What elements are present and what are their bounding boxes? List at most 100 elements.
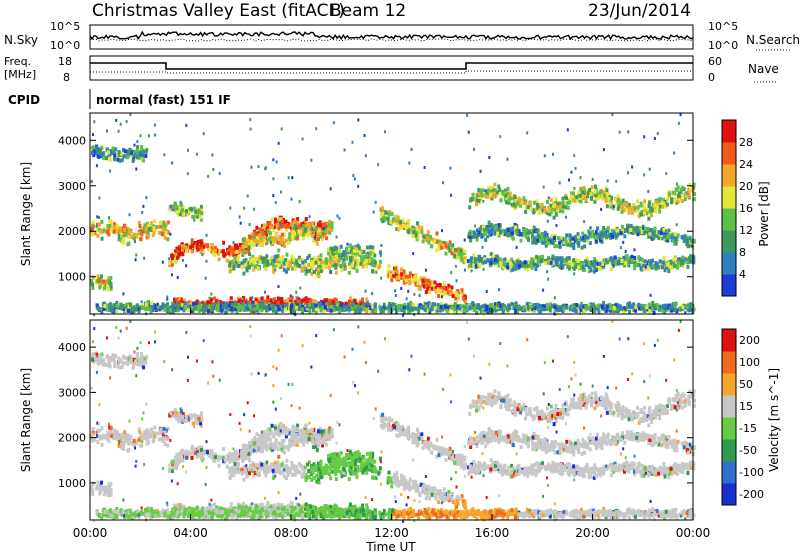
power-cell-4701	[322, 301, 326, 306]
power-cell-1820	[435, 248, 439, 253]
power-cell-2858	[525, 228, 528, 232]
power-cell-4879	[122, 147, 125, 152]
power-cell-2977	[557, 236, 560, 241]
power-cell-3502	[520, 263, 524, 268]
power-cell-84	[127, 235, 131, 240]
power-cell-4926	[92, 149, 96, 154]
power-cell-1025	[251, 238, 255, 243]
power-cell-4391	[475, 305, 479, 310]
power-cell-1809	[397, 220, 401, 225]
power-cell-2006	[402, 280, 406, 285]
power-cell-645	[339, 255, 343, 260]
power-cell-193	[105, 281, 109, 286]
power-cell-2874	[524, 233, 528, 238]
power-cell-4804	[514, 309, 518, 313]
power-cell-3692	[101, 302, 105, 307]
power-cell-2981	[536, 238, 540, 243]
power-cell-977	[302, 224, 306, 229]
power-cell-4940	[127, 150, 131, 155]
power-cell-3595	[658, 304, 662, 309]
power-cell-4322	[488, 303, 492, 308]
power-cell-1213	[354, 252, 358, 257]
power-cell-4218	[319, 307, 323, 312]
power-cell-1131	[302, 232, 305, 237]
power-cell-2997	[620, 224, 624, 229]
power-cell-1100	[311, 233, 315, 238]
power-cell-2003	[395, 276, 399, 280]
power-cell-845	[327, 265, 331, 270]
power-cell-2645	[611, 230, 614, 235]
power-cell-514	[171, 259, 175, 264]
power-cell-4515	[240, 302, 244, 307]
power-cell-3781	[117, 305, 121, 310]
power-cell-3233	[609, 256, 613, 261]
power-cell-3120	[526, 267, 530, 272]
power-cell-1135	[249, 239, 253, 244]
power-cell-4511	[198, 304, 202, 309]
power-cell-2232	[498, 187, 502, 192]
power-cell-2503	[548, 207, 552, 212]
power-cell-911	[312, 270, 316, 274]
power-cell-2353	[477, 191, 481, 196]
power-cell-4652	[548, 308, 552, 313]
power-cell-4955	[135, 148, 139, 153]
power-cell-593	[275, 223, 279, 228]
power-cell-1870	[426, 230, 430, 235]
power-cell-3345	[543, 258, 547, 263]
power-cell-3991	[466, 306, 470, 311]
power-cell-4518	[261, 305, 265, 310]
power-cell-880	[373, 263, 376, 268]
power-cell-4545	[301, 305, 305, 309]
power-cell-1065	[307, 222, 311, 227]
power-cell-2245	[477, 200, 481, 205]
power-cell-477	[170, 262, 174, 267]
power-cell-4330	[608, 302, 612, 307]
power-cell-4653	[610, 306, 613, 310]
power-cell-4914	[113, 152, 117, 157]
power-cell-921	[241, 264, 245, 269]
power-cell-2045	[428, 290, 432, 295]
power-cell-2116	[549, 197, 553, 202]
power-cell-2023	[400, 272, 404, 277]
power-cell-3394	[593, 260, 596, 265]
power-cell-4697	[614, 303, 618, 308]
power-cell-4616	[647, 302, 651, 307]
power-cell-3153	[510, 257, 514, 262]
power-cell-1691	[179, 303, 183, 308]
power-cell-3	[143, 223, 147, 228]
power-cell-2546	[643, 211, 646, 216]
power-cell-2333	[522, 196, 526, 201]
power-cell-4783	[110, 308, 114, 313]
power-cell-3235	[472, 253, 476, 258]
power-cell-4591	[358, 309, 362, 314]
power-cell-2500	[661, 204, 665, 209]
power-cell-2391	[554, 197, 558, 202]
power-cell-3255	[654, 264, 658, 269]
power-cell-2533	[482, 193, 486, 198]
power-cell-2923	[497, 223, 501, 228]
power-cell-3005	[543, 230, 547, 235]
power-cell-887	[349, 256, 352, 261]
power-cell-882	[366, 259, 370, 264]
power-cell-3521	[666, 262, 669, 267]
power-cell-173	[96, 274, 100, 279]
power-cell-4513	[348, 306, 352, 311]
power-cell-4158	[408, 308, 412, 313]
power-cell-2953	[511, 230, 515, 235]
power-cell-1669	[249, 296, 253, 301]
power-cell-4728	[339, 302, 343, 307]
power-cell-1675	[353, 299, 357, 303]
power-cell-673	[367, 255, 371, 260]
power-cell-77	[91, 224, 95, 229]
power-cell-2669	[591, 229, 595, 234]
power-cell-2933	[506, 228, 510, 232]
power-cell-841	[273, 254, 277, 259]
power-cell-4300	[188, 304, 192, 309]
power-cell-4399	[176, 304, 180, 309]
power-cell-335	[250, 232, 254, 237]
power-cell-1086	[242, 237, 246, 241]
power-cell-4965	[97, 154, 101, 159]
power-cell-3473	[529, 260, 533, 265]
power-cell-3484	[587, 264, 591, 269]
power-cell-2104	[490, 196, 494, 201]
